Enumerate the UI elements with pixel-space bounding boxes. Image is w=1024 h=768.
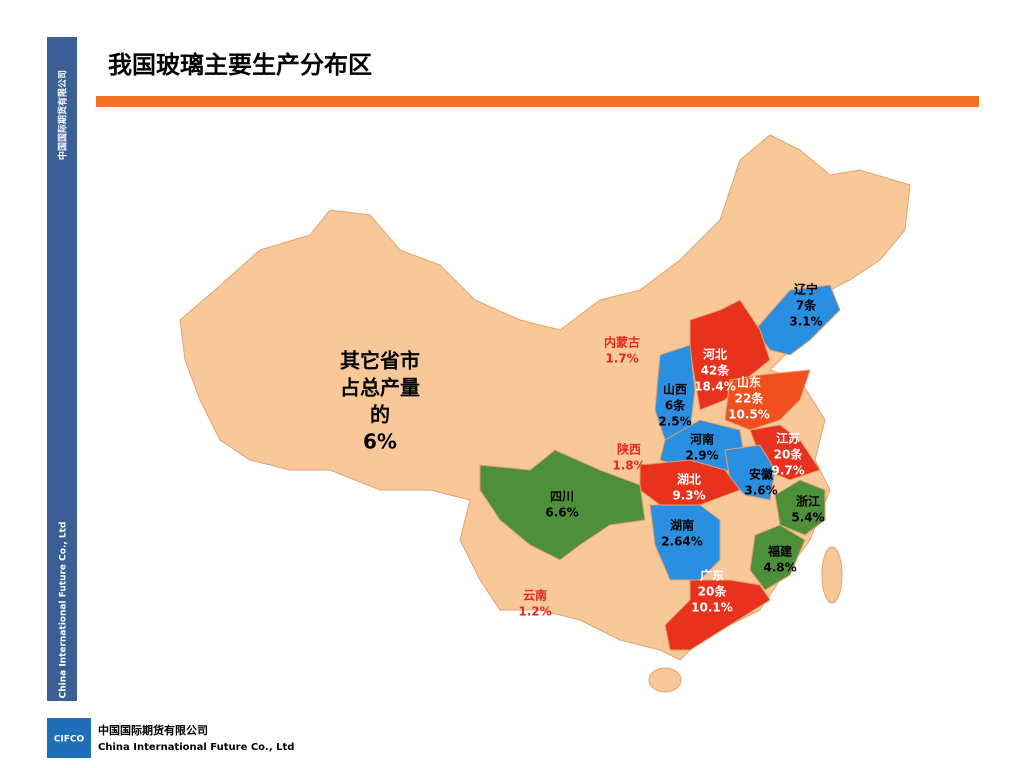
region-label: 云南 (523, 588, 547, 603)
region-label: 河北 (702, 347, 727, 362)
region-label: 辽宁 (794, 282, 818, 297)
region-label: 10.1% (691, 601, 733, 615)
sidebar (47, 37, 77, 701)
taiwan (821, 546, 843, 604)
china-outline (179, 134, 911, 661)
region-label: 20条 (774, 447, 804, 462)
region-label: 湖南 (670, 518, 694, 533)
logo-box (47, 718, 91, 758)
hainan (648, 667, 682, 693)
title: 我国玻璃主要生产分布区 (108, 51, 372, 79)
region-label: 6条 (665, 398, 686, 413)
region-label: 1.8% (612, 459, 645, 473)
region-label: 2.64% (661, 535, 703, 549)
region-label: 3.1% (789, 315, 822, 329)
region-label: 9.3% (672, 489, 705, 503)
region-label: 河南 (689, 432, 714, 447)
sidebar-top: 中国国际期货有限公司 (57, 70, 69, 160)
region-label: 2.9% (685, 449, 718, 463)
region-label: 内蒙古 (604, 335, 640, 350)
region-liaoning (754, 284, 841, 356)
region-label: 山西 (663, 382, 687, 397)
map (179, 134, 911, 693)
region-label: 陕西 (617, 442, 641, 457)
other-label: 6% (363, 430, 397, 454)
region-shandong (724, 369, 811, 431)
title-rule (96, 96, 979, 107)
company-cn: 中国国际期货有限公司 (98, 723, 208, 737)
logo: CIFCO (54, 735, 85, 745)
region-label: 42条 (701, 363, 731, 378)
other-label: 其它省市 (340, 349, 420, 373)
region-label: 22条 (735, 391, 765, 406)
region-label: 4.8% (763, 561, 796, 575)
region-guangdong (664, 579, 771, 651)
region-label: 6.6% (545, 506, 578, 520)
region-label: 江苏 (776, 431, 800, 446)
region-label: 1.2% (518, 605, 551, 619)
region-label: 18.4% (694, 380, 736, 394)
region-label: 四川 (550, 490, 574, 504)
region-fujian (749, 524, 806, 591)
region-label: 3.6% (744, 484, 777, 498)
region-label: 7条 (796, 298, 817, 313)
region-sichuan (479, 449, 646, 561)
company-en: China International Future Co., Ltd (98, 742, 294, 753)
region-label: 安徽 (749, 467, 774, 482)
region-label: 1.7% (605, 352, 638, 366)
region-label: 山东 (737, 375, 761, 390)
region-label: 湖北 (677, 472, 701, 487)
other-label: 占总产量 (340, 376, 420, 400)
region-label: 5.4% (791, 511, 824, 525)
sidebar-bottom: China International Future Co., Ltd (59, 522, 69, 699)
region-label: 2.5% (658, 415, 691, 429)
region-label: 10.5% (728, 408, 770, 422)
region-label: 浙江 (796, 494, 820, 509)
region-label: 20条 (698, 584, 728, 599)
region-label: 广东 (700, 568, 724, 583)
region-hubei (639, 459, 741, 506)
region-hunan (649, 504, 721, 581)
other-label: 的 (370, 403, 390, 427)
region-label: 福建 (767, 544, 793, 559)
region-label: 9.7% (771, 464, 804, 478)
